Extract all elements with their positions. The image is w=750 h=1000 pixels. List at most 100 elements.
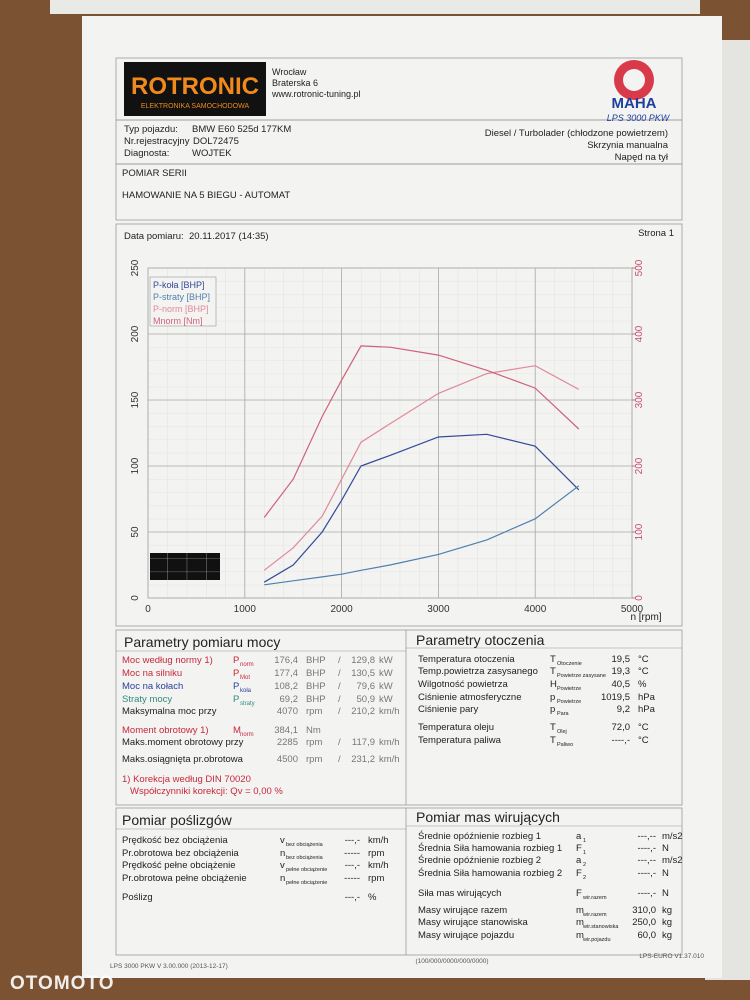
address: www.rotronic-tuning.pl <box>271 89 361 99</box>
unit: °C <box>638 722 649 733</box>
symbol-sub: norm <box>240 662 254 668</box>
value: ----,- <box>638 843 656 854</box>
value: ----,- <box>638 868 656 879</box>
y2-tick-label: 400 <box>634 325 645 342</box>
symbol: P <box>233 668 239 679</box>
y2-tick-label: 100 <box>634 523 645 540</box>
drive: Napęd na tył <box>615 152 669 163</box>
symbol-sub: wir.razem <box>582 912 607 918</box>
symbol-sub: Para <box>557 711 570 717</box>
row-label: Średnia Siła hamowania rozbieg 1 <box>418 842 562 854</box>
legend-box <box>149 276 217 327</box>
unit: N <box>662 843 669 854</box>
unit: m/s2 <box>662 831 683 842</box>
row-label: Prędkość pełne obciążenie <box>122 860 236 871</box>
row-label: Maks.moment obrotowy przy <box>122 737 244 748</box>
unit: rpm <box>368 848 384 859</box>
row-label: Średnie opóźnienie rozbieg 2 <box>418 854 541 866</box>
symbol-sub: Powietrze zasysane <box>557 673 606 679</box>
value: ---,- <box>345 835 360 846</box>
unit: N <box>662 868 669 879</box>
label: Data pomiaru: <box>124 231 184 242</box>
value: 250,0 <box>632 917 656 928</box>
value: 20.11.2017 (14:35) <box>189 231 269 242</box>
separator: / <box>338 655 341 666</box>
symbol-sub: straty <box>240 701 255 707</box>
value: ---,- <box>345 892 360 903</box>
footer: LPS-EURO V1.37.010 <box>639 953 704 960</box>
symbol: F <box>576 888 582 899</box>
unit: rpm <box>368 873 384 884</box>
x-axis-label: n [rpm] <box>630 612 661 623</box>
value: 117,9 <box>352 737 375 748</box>
legend-entry: P-straty [BHP] <box>153 292 210 302</box>
symbol: v <box>280 835 285 846</box>
row-label: Temperatura paliwa <box>418 735 502 746</box>
unit: km/h <box>368 860 389 871</box>
page-number: Strona 1 <box>638 228 674 239</box>
y2-tick-label: 500 <box>634 259 645 276</box>
row-label: Pr.obrotowa bez obciążenia <box>122 848 239 859</box>
symbol-sub: Otoczenie <box>557 661 582 667</box>
x-tick-label: 0 <box>145 604 151 615</box>
unit: N <box>662 888 669 899</box>
row-label: Pr.obrotowa pełne obciążenie <box>122 873 247 884</box>
y-tick-label: 200 <box>130 325 141 342</box>
symbol-sub: koła <box>240 688 252 694</box>
value: WOJTEK <box>192 148 232 159</box>
unit: °C <box>638 735 649 746</box>
symbol: F <box>576 843 582 854</box>
separator: / <box>338 706 341 717</box>
test-box <box>115 163 683 221</box>
symbol-sub: 2 <box>583 875 586 881</box>
symbol-sub: bez obciążenia <box>286 842 324 848</box>
logo: ROTRONIC <box>131 73 259 100</box>
value: 4500 <box>277 754 298 765</box>
separator: / <box>338 668 341 679</box>
row-label: Straty mocy <box>122 694 172 705</box>
unit: °C <box>638 666 649 677</box>
unit: BHP <box>306 668 326 679</box>
unit: hPa <box>638 704 656 715</box>
footer: LPS 3000 PKW V 3.00.000 (2013-12-17) <box>110 963 228 970</box>
unit: kW <box>379 681 393 692</box>
unit: kW <box>379 668 393 679</box>
symbol-sub: Paliwo <box>557 742 573 748</box>
unit: % <box>638 679 647 690</box>
symbol: m <box>576 905 584 916</box>
unit: rpm <box>306 754 322 765</box>
unit: km/h <box>379 706 400 717</box>
row-label: Temperatura oleju <box>418 722 494 733</box>
symbol: P <box>233 694 239 705</box>
value: ---,-- <box>638 831 656 842</box>
row-label: Maksymalna moc przy <box>122 706 217 717</box>
value: 176,4 <box>274 655 298 666</box>
row-label: Wilgotność powietrza <box>418 679 508 690</box>
logo-box <box>124 62 266 116</box>
symbol-sub: 2 <box>583 862 586 868</box>
unit: kg <box>662 930 672 941</box>
symbol: T <box>550 666 556 677</box>
x-tick-label: 1000 <box>234 604 257 615</box>
symbol: M <box>233 725 241 736</box>
value: 40,5 <box>612 679 631 690</box>
row-label: Prędkość bez obciążenia <box>122 835 228 846</box>
watermark: OTOMOTO <box>10 973 114 994</box>
row-label: Średnia Siła hamowania rozbieg 2 <box>418 867 562 879</box>
unit: BHP <box>306 681 326 692</box>
unit: m/s2 <box>662 855 683 866</box>
series-line <box>263 345 580 518</box>
symbol-sub: pełne obciążenie <box>286 880 327 886</box>
unit: BHP <box>306 655 326 666</box>
label: Typ pojazdu: <box>124 124 178 135</box>
symbol-sub: wir.stanowiska <box>582 924 619 930</box>
unit: km/h <box>379 737 400 748</box>
unit: rpm <box>306 737 322 748</box>
symbol: T <box>550 654 556 665</box>
unit: % <box>368 892 377 903</box>
value: ----- <box>344 873 360 884</box>
plot-area <box>147 267 633 599</box>
model: LPS 3000 PKW <box>607 113 671 123</box>
row-label: Maks.osiągnięta pr.obrotowa <box>122 754 244 765</box>
value: DOL72475 <box>193 136 239 147</box>
